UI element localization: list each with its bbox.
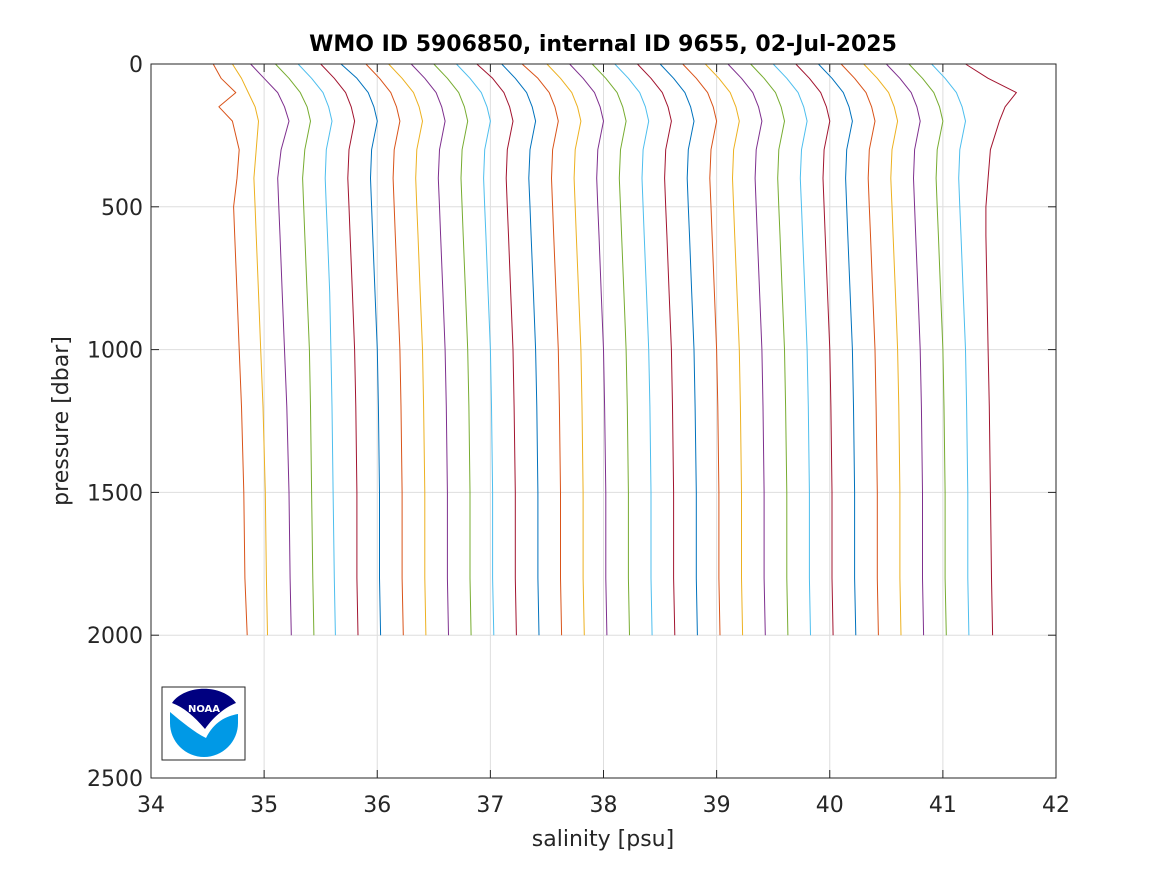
salinity-profile-line (569, 63, 608, 636)
salinity-profile-line (501, 63, 540, 636)
salinity-profile-line (637, 63, 676, 636)
salinity-profile-line (863, 63, 902, 636)
salinity-profile-line (340, 63, 382, 636)
x-tick-label: 41 (929, 793, 957, 818)
noaa-logo: NOAA (161, 686, 246, 761)
salinity-profile-line (212, 63, 248, 636)
x-tick-label: 36 (363, 793, 391, 818)
salinity-profile-line (659, 63, 698, 636)
salinity-profile-line (818, 63, 857, 636)
y-tick-label: 1500 (87, 481, 143, 506)
salinity-profiles (212, 63, 1017, 636)
chart-title: WMO ID 5906850, internal ID 9655, 02-Jul… (309, 32, 897, 57)
salinity-profile-line (231, 63, 268, 636)
salinity-profile-line (433, 63, 472, 636)
y-tick-label: 2000 (87, 624, 143, 649)
axis-ticks: 34 35 36 37 38 39 40 41 42 0 500 1000 1500 2000 2500 (87, 53, 1070, 818)
salinity-profile-line (546, 63, 585, 636)
x-tick-label: 35 (250, 793, 278, 818)
salinity-profile-line (750, 63, 789, 636)
salinity-profile-line (275, 63, 315, 636)
logo-navy-shape (172, 688, 236, 729)
y-axis-label: pressure [dbar] (49, 336, 74, 506)
salinity-profile-line (320, 63, 359, 636)
salinity-profile-line (682, 63, 721, 636)
salinity-profile-line (297, 63, 336, 636)
x-tick-label: 38 (590, 793, 618, 818)
x-tick-label: 37 (476, 793, 504, 818)
salinity-profile-line (885, 63, 925, 636)
x-tick-label: 39 (703, 793, 731, 818)
salinity-profile-line (456, 63, 495, 636)
salinity-profile-line (476, 63, 517, 636)
x-tick-label: 42 (1042, 793, 1070, 818)
x-tick-label: 40 (816, 793, 844, 818)
salinity-profile-line (521, 63, 563, 636)
x-tick-label: 34 (137, 793, 165, 818)
salinity-profile-line (965, 63, 1017, 636)
y-tick-label: 2500 (87, 767, 143, 792)
y-tick-label: 1000 (87, 339, 143, 364)
salinity-profile-line (410, 63, 449, 636)
logo-text: NOAA (188, 704, 220, 715)
salinity-profile-line (704, 63, 744, 636)
salinity-profile-line (727, 63, 766, 636)
salinity-profile-line (591, 63, 630, 636)
salinity-profile-line (388, 63, 427, 636)
salinity-profile-line (840, 63, 879, 636)
salinity-profile-line (772, 63, 811, 636)
salinity-profile-line (908, 63, 947, 636)
salinity-profile-line (365, 63, 404, 636)
logo-sky-shape (170, 712, 238, 757)
y-tick-label: 0 (129, 53, 143, 78)
salinity-profile-line (931, 63, 970, 636)
salinity-profile-line (614, 63, 653, 636)
salinity-profile-line (795, 63, 834, 636)
y-tick-label: 500 (101, 196, 143, 221)
salinity-profile-line (250, 63, 292, 636)
x-axis-label: salinity [psu] (532, 827, 674, 852)
